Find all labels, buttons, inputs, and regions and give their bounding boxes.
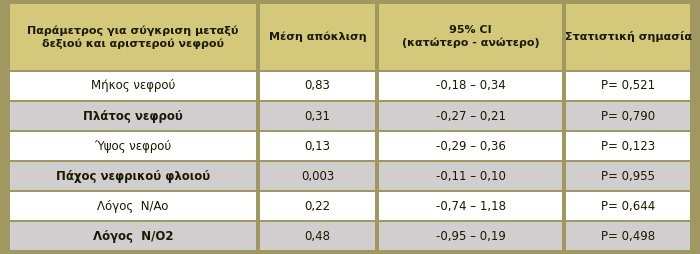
Text: 0,31: 0,31 bbox=[304, 109, 330, 122]
Bar bbox=[566, 72, 690, 100]
Bar bbox=[260, 132, 375, 160]
Text: -0,11 – 0,10: -0,11 – 0,10 bbox=[436, 170, 505, 183]
Bar bbox=[566, 162, 690, 190]
Bar bbox=[379, 162, 562, 190]
Text: -0,18 – 0,34: -0,18 – 0,34 bbox=[436, 80, 505, 92]
Text: Πάχος νεφρικού φλοιού: Πάχος νεφρικού φλοιού bbox=[56, 170, 210, 183]
Bar bbox=[10, 192, 256, 220]
Bar bbox=[10, 4, 256, 70]
Bar bbox=[379, 4, 562, 70]
Bar bbox=[379, 102, 562, 130]
Bar bbox=[566, 102, 690, 130]
Text: P= 0,521: P= 0,521 bbox=[601, 80, 655, 92]
Bar bbox=[10, 222, 256, 250]
Bar bbox=[10, 102, 256, 130]
Bar bbox=[10, 162, 256, 190]
Text: Ύψος νεφρού: Ύψος νεφρού bbox=[94, 139, 172, 153]
Text: 0,48: 0,48 bbox=[304, 230, 330, 243]
Bar bbox=[260, 102, 375, 130]
Text: P= 0,498: P= 0,498 bbox=[601, 230, 655, 243]
Bar bbox=[260, 162, 375, 190]
Text: Λόγος  N/O2: Λόγος N/O2 bbox=[92, 230, 173, 243]
Text: -0,29 – 0,36: -0,29 – 0,36 bbox=[436, 139, 505, 153]
Text: P= 0,644: P= 0,644 bbox=[601, 200, 655, 213]
Text: 0,83: 0,83 bbox=[304, 80, 330, 92]
Text: -0,74 – 1,18: -0,74 – 1,18 bbox=[436, 200, 506, 213]
Text: 95% CI
(κατώτερο - ανώτερο): 95% CI (κατώτερο - ανώτερο) bbox=[402, 25, 540, 49]
Bar bbox=[566, 4, 690, 70]
Text: Στατιστική σημασία: Στατιστική σημασία bbox=[565, 31, 692, 42]
Bar bbox=[379, 222, 562, 250]
Bar bbox=[566, 192, 690, 220]
Bar bbox=[566, 222, 690, 250]
Bar bbox=[566, 132, 690, 160]
Bar bbox=[260, 192, 375, 220]
Text: 0,003: 0,003 bbox=[301, 170, 335, 183]
Bar bbox=[10, 132, 256, 160]
Text: 0,13: 0,13 bbox=[304, 139, 330, 153]
Bar bbox=[379, 132, 562, 160]
Text: -0,95 – 0,19: -0,95 – 0,19 bbox=[436, 230, 505, 243]
Text: P= 0,790: P= 0,790 bbox=[601, 109, 655, 122]
Bar bbox=[260, 222, 375, 250]
Bar bbox=[379, 192, 562, 220]
Text: Μέση απόκλιση: Μέση απόκλιση bbox=[269, 32, 367, 42]
Text: 0,22: 0,22 bbox=[304, 200, 330, 213]
Text: Παράμετρος για σύγκριση μεταξύ
δεξιού και αριστερού νεφρού: Παράμετρος για σύγκριση μεταξύ δεξιού κα… bbox=[27, 25, 239, 49]
Bar bbox=[379, 72, 562, 100]
Bar bbox=[260, 4, 375, 70]
Text: -0,27 – 0,21: -0,27 – 0,21 bbox=[436, 109, 506, 122]
Bar bbox=[10, 72, 256, 100]
Text: P= 0,955: P= 0,955 bbox=[601, 170, 655, 183]
Text: P= 0,123: P= 0,123 bbox=[601, 139, 655, 153]
Bar bbox=[260, 72, 375, 100]
Text: Μήκος νεφρού: Μήκος νεφρού bbox=[91, 80, 175, 92]
Text: Πλάτος νεφρού: Πλάτος νεφρού bbox=[83, 109, 183, 122]
Text: Λόγος  N/Ao: Λόγος N/Ao bbox=[97, 200, 169, 213]
